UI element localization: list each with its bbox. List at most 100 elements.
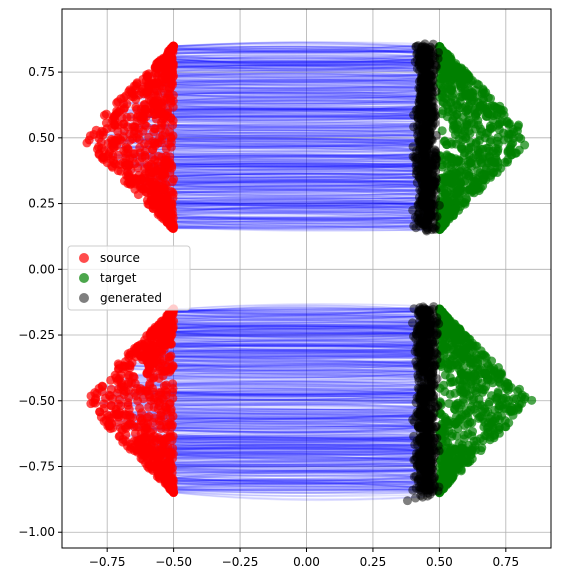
generated-point bbox=[408, 205, 418, 215]
trajectory-line bbox=[145, 451, 419, 458]
trajectory-line bbox=[147, 390, 426, 393]
trajectory-line bbox=[157, 348, 423, 353]
trajectory-line bbox=[171, 214, 436, 221]
trajectory-line bbox=[171, 144, 423, 149]
trajectory-line bbox=[165, 204, 433, 210]
trajectory-line bbox=[146, 73, 431, 76]
trajectory-line bbox=[170, 330, 422, 336]
trajectory-line bbox=[164, 325, 431, 330]
trajectory-line bbox=[171, 141, 423, 144]
trajectory-line bbox=[169, 352, 427, 359]
source-point bbox=[144, 132, 154, 142]
source-point bbox=[131, 343, 141, 353]
trajectory-line bbox=[158, 472, 433, 477]
trajectory-line bbox=[155, 351, 435, 354]
trajectory-line bbox=[167, 202, 423, 207]
trajectory-line bbox=[170, 315, 430, 320]
trajectory-line bbox=[159, 474, 415, 478]
trajectory-line bbox=[166, 474, 430, 483]
source-point bbox=[117, 113, 127, 123]
target-point bbox=[469, 119, 479, 129]
trajectory-line bbox=[168, 49, 431, 55]
trajectory-line bbox=[165, 406, 430, 413]
trajectory-line bbox=[165, 126, 420, 134]
trajectory-line bbox=[166, 214, 428, 220]
trajectory-line bbox=[168, 51, 423, 59]
trajectory-line bbox=[163, 186, 431, 191]
trajectory-line bbox=[159, 109, 433, 112]
target-point bbox=[457, 64, 467, 74]
trajectory-line bbox=[146, 389, 428, 393]
target-point bbox=[445, 55, 455, 65]
target-point bbox=[472, 108, 482, 118]
trajectory-line bbox=[147, 90, 421, 95]
trajectory-line bbox=[160, 127, 432, 135]
trajectory-line bbox=[165, 192, 423, 196]
trajectory-line bbox=[170, 78, 422, 81]
trajectory-line bbox=[159, 464, 431, 472]
trajectory-line bbox=[167, 466, 426, 473]
trajectory-line bbox=[149, 99, 434, 104]
trajectory-line bbox=[146, 360, 427, 368]
trajectory-line bbox=[164, 336, 416, 341]
trajectory-line bbox=[159, 136, 433, 146]
trajectory-line bbox=[150, 331, 431, 337]
trajectory-line bbox=[172, 226, 428, 232]
trajectory-line bbox=[168, 336, 423, 342]
trajectory-line bbox=[171, 365, 419, 369]
trajectory-line bbox=[147, 75, 424, 80]
trajectory-line bbox=[148, 363, 421, 369]
trajectory-line bbox=[172, 310, 423, 314]
trajectory-line bbox=[99, 408, 432, 413]
target-point bbox=[483, 109, 493, 119]
trajectory-line bbox=[153, 83, 424, 89]
trajectory-line bbox=[150, 337, 433, 345]
trajectory-line bbox=[147, 91, 422, 95]
trajectory-line bbox=[160, 107, 425, 112]
trajectory-line bbox=[171, 201, 424, 207]
target-point bbox=[463, 413, 473, 423]
trajectory-line bbox=[149, 394, 434, 398]
trajectory-line bbox=[163, 79, 432, 83]
trajectory-line bbox=[155, 66, 426, 70]
source-point bbox=[112, 388, 122, 398]
trajectory-line bbox=[169, 478, 419, 483]
trajectory-line bbox=[172, 202, 430, 205]
trajectory-line bbox=[170, 316, 422, 320]
trajectory-line bbox=[173, 487, 428, 492]
trajectory-line bbox=[166, 191, 427, 197]
trajectory-line bbox=[164, 192, 426, 197]
trajectory-line bbox=[166, 54, 422, 58]
trajectory-line bbox=[166, 436, 435, 440]
trajectory-line bbox=[145, 107, 421, 111]
trajectory-line bbox=[153, 377, 428, 383]
trajectory-line bbox=[168, 72, 426, 81]
trajectory-line bbox=[167, 196, 433, 200]
trajectory-line bbox=[167, 316, 425, 322]
trajectory-line bbox=[151, 163, 422, 168]
trajectory-line bbox=[147, 72, 425, 79]
trajectory-line bbox=[144, 433, 421, 439]
target-point bbox=[449, 167, 459, 177]
trajectory-line bbox=[159, 454, 417, 461]
trajectory-line bbox=[168, 60, 420, 64]
trajectory-line bbox=[140, 436, 428, 442]
trajectory-line bbox=[168, 45, 417, 55]
trajectory-line bbox=[150, 453, 431, 457]
trajectory-line bbox=[152, 138, 421, 146]
trajectory-line bbox=[169, 334, 423, 340]
trajectory-line bbox=[170, 460, 429, 466]
trajectory-line bbox=[166, 468, 427, 475]
trajectory-line bbox=[161, 362, 422, 367]
trajectory-line bbox=[172, 63, 430, 71]
trajectory-line bbox=[169, 211, 432, 217]
trajectory-line bbox=[165, 325, 422, 331]
source-point bbox=[116, 166, 126, 176]
trajectory-line bbox=[167, 342, 421, 346]
trajectory-line bbox=[164, 327, 430, 333]
generated-point bbox=[430, 146, 440, 156]
target-point bbox=[486, 418, 496, 428]
trajectory-line bbox=[143, 113, 426, 120]
trajectory-line bbox=[152, 444, 428, 453]
trajectory-line bbox=[171, 47, 427, 54]
